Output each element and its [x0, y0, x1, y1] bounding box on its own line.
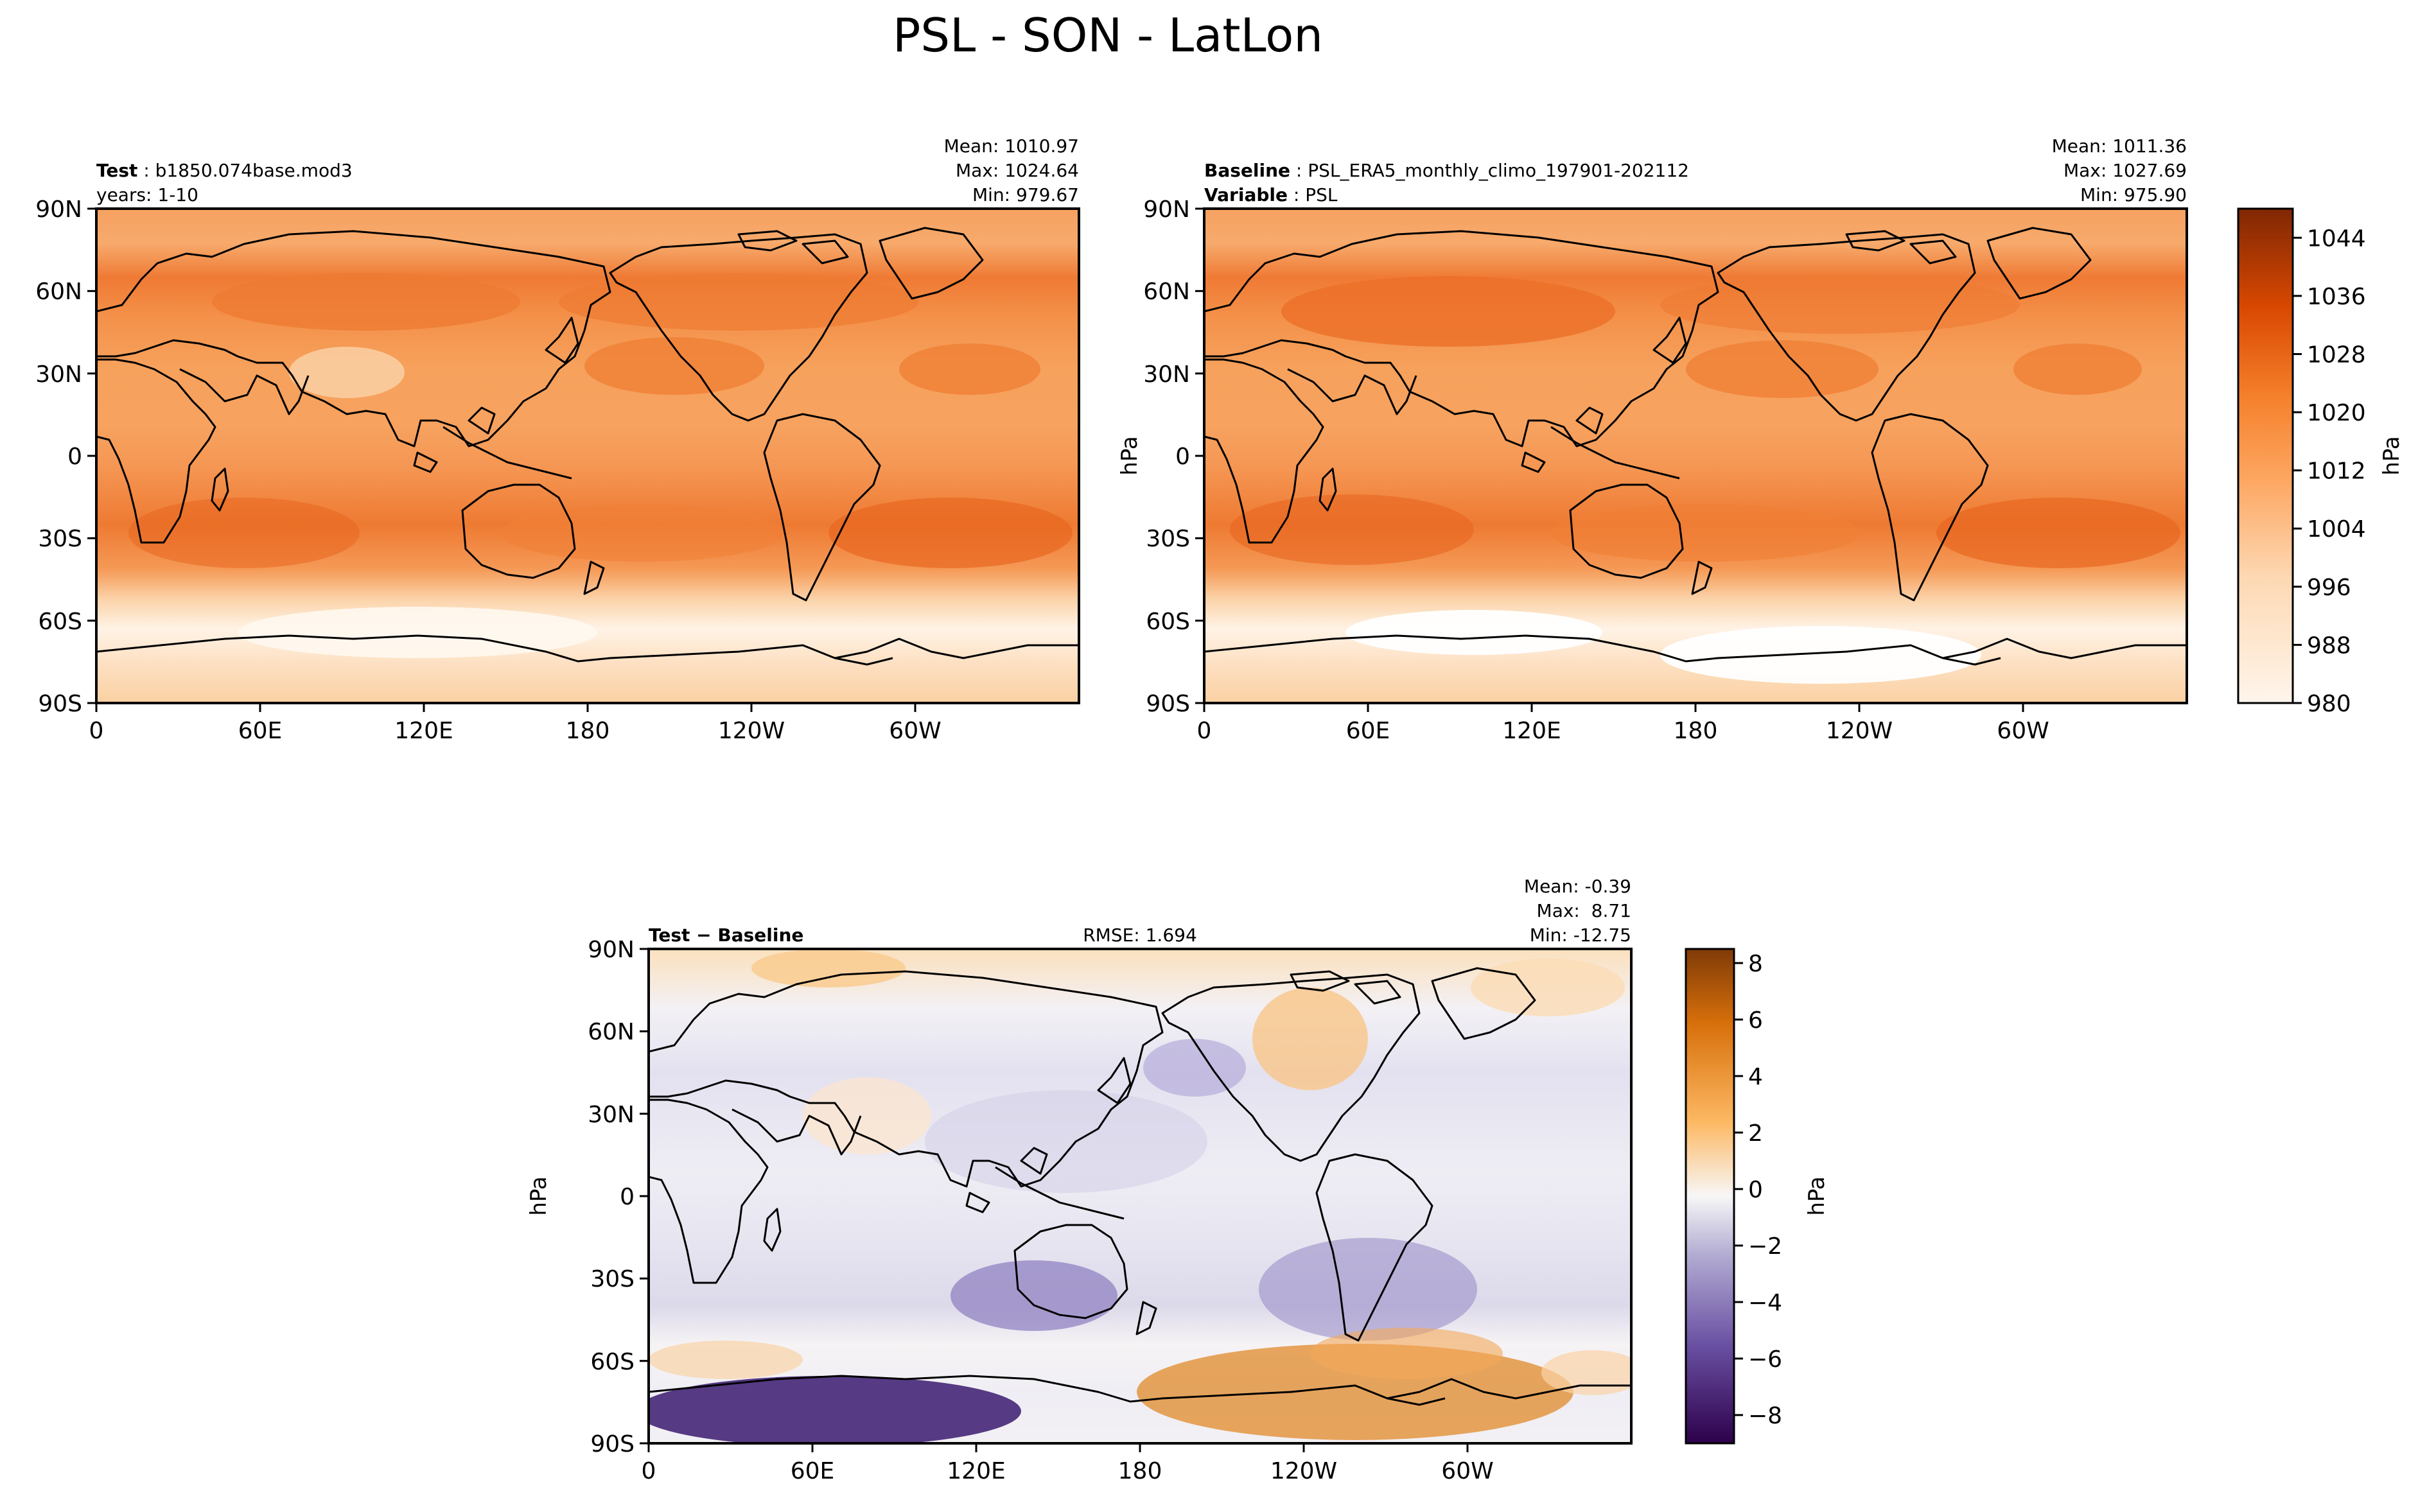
colorbar-tick-label: 980	[2307, 691, 2351, 717]
lon-tick-180: 180	[566, 718, 610, 744]
colorbar-tick-label: −2	[1748, 1233, 1782, 1260]
svg-text:Mean: 1011.36: Mean: 1011.36	[2052, 135, 2187, 157]
colorbar-psl: 1044 1036 1028 1020 1012 1004 996 988 980 hPa	[2237, 207, 2405, 717]
lon-tick-180: 180	[1118, 1458, 1162, 1484]
panel-test: 90N 60N 30N 0 30S 60S 90S 0 60E 120E 180…	[35, 135, 1080, 744]
lat-axis-test: 90N 60N 30N 0 30S 60S 90S	[35, 196, 96, 717]
svg-text:Mean: -0.39: Mean: -0.39	[1524, 876, 1631, 897]
colorbar-tick-label: 4	[1748, 1064, 1763, 1090]
lon-tick-0: 0	[89, 718, 104, 744]
lon-tick-60e: 60E	[791, 1458, 835, 1484]
svg-text:Min: 979.67: Min: 979.67	[972, 184, 1079, 205]
lat-tick-30n: 30N	[588, 1102, 635, 1128]
colorbar-tick-label: 1012	[2307, 458, 2366, 485]
lat-tick-90n: 90N	[588, 937, 635, 963]
lon-tick-0: 0	[642, 1458, 656, 1484]
lat-tick-60n: 60N	[588, 1019, 635, 1045]
colorbar-tick-label: 1044	[2307, 225, 2366, 252]
lon-tick-0: 0	[1197, 718, 1212, 744]
lat-tick-90n: 90N	[35, 196, 82, 223]
lon-tick-120e: 120E	[947, 1458, 1005, 1484]
ylabel-baseline: hPa	[1117, 436, 1143, 475]
lat-tick-90s: 90S	[38, 691, 82, 717]
lat-tick-60s: 60S	[590, 1349, 635, 1375]
lat-tick-90s: 90S	[590, 1431, 635, 1457]
lat-tick-30s: 30S	[1146, 526, 1190, 552]
panel-variable-baseline: Variable : PSL	[1204, 184, 1338, 205]
rmse-label: RMSE: 1.694	[1083, 925, 1197, 946]
lon-tick-60e: 60E	[238, 718, 283, 744]
lon-tick-60w: 60W	[1441, 1458, 1493, 1484]
colorbar-diff: 8 6 4 2 0 −2 −4 −6 −8 hPa	[1685, 948, 1830, 1445]
colorbar-tick-label: −6	[1748, 1346, 1782, 1373]
svg-text:Min: -12.75: Min: -12.75	[1530, 925, 1631, 946]
lon-tick-180: 180	[1674, 718, 1718, 744]
colorbar-tick-label: 1020	[2307, 400, 2366, 426]
ylabel-difference: hPa	[526, 1176, 552, 1215]
lat-tick-30s: 30S	[38, 526, 82, 552]
lat-tick-30n: 30N	[35, 361, 82, 388]
lat-tick-0: 0	[620, 1184, 635, 1210]
colorbar-tick-label: 1036	[2307, 284, 2366, 310]
colorbar-tick-label: 0	[1748, 1177, 1763, 1203]
lat-tick-30n: 30N	[1143, 361, 1190, 388]
stats-difference: Mean: -0.39 Max: 8.71 Min: -12.75	[1524, 876, 1631, 946]
lon-axis-baseline: 0 60E 120E 180 120W 60W	[1197, 703, 2049, 744]
svg-text:Min: 975.90: Min: 975.90	[2080, 184, 2187, 205]
panel-label-test: Test : b1850.074base.mod3	[96, 160, 353, 181]
stats-baseline: Mean: 1011.36 Max: 1027.69 Min: 975.90	[2052, 135, 2187, 205]
figure-title: PSL - SON - LatLon	[893, 8, 1323, 62]
colorbar-tick-label: 1004	[2307, 516, 2366, 543]
colorbar-tick-label: 8	[1748, 951, 1763, 977]
colorbar-tick-label: 6	[1748, 1007, 1763, 1034]
svg-text:Max: 1024.64: Max: 1024.64	[956, 160, 1079, 181]
panel-difference: 90N 60N 30N 0 30S 60S 90S hPa 0 60E 120E…	[526, 876, 1633, 1484]
lon-tick-120w: 120W	[1270, 1458, 1337, 1484]
lat-tick-0: 0	[1175, 444, 1190, 470]
colorbar-tick-label: 988	[2307, 632, 2351, 659]
lat-tick-90n: 90N	[1143, 196, 1190, 223]
lon-tick-120w: 120W	[718, 718, 785, 744]
lat-tick-90s: 90S	[1146, 691, 1190, 717]
lon-tick-120e: 120E	[394, 718, 453, 744]
colorbar-tick-label: 2	[1748, 1120, 1763, 1147]
lat-tick-60n: 60N	[35, 279, 82, 305]
colorbar-tick-label: 996	[2307, 575, 2351, 601]
colorbar-diff-label: hPa	[1804, 1176, 1830, 1215]
panel-label-baseline: Baseline : PSL_ERA5_monthly_climo_197901…	[1204, 160, 1689, 181]
lon-axis-difference: 0 60E 120E 180 120W 60W	[642, 1443, 1494, 1484]
lon-tick-120e: 120E	[1502, 718, 1561, 744]
lat-axis-difference: 90N 60N 30N 0 30S 60S 90S	[588, 937, 649, 1457]
panel-years-test: years: 1-10	[96, 184, 198, 205]
colorbar-psl-label: hPa	[2379, 436, 2405, 475]
lat-tick-60s: 60S	[38, 609, 82, 635]
colorbar-tick-label: −4	[1748, 1290, 1782, 1316]
panel-label-difference: Test − Baseline	[649, 925, 803, 946]
lon-tick-60w: 60W	[889, 718, 941, 744]
lat-tick-60n: 60N	[1143, 279, 1190, 305]
lon-tick-60e: 60E	[1346, 718, 1390, 744]
lon-tick-60w: 60W	[1997, 718, 2049, 744]
svg-text:Mean: 1010.97: Mean: 1010.97	[944, 135, 1079, 157]
lat-tick-30s: 30S	[590, 1266, 635, 1292]
stats-test: Mean: 1010.97 Max: 1024.64 Min: 979.67	[944, 135, 1079, 205]
svg-text:Max: 8.71: Max: 8.71	[1537, 900, 1631, 921]
colorbar-tick-label: −8	[1748, 1403, 1782, 1429]
lon-axis-test: 0 60E 120E 180 120W 60W	[89, 703, 942, 744]
lat-tick-60s: 60S	[1146, 609, 1190, 635]
lat-tick-0: 0	[67, 444, 82, 470]
colorbar-tick-label: 1028	[2307, 342, 2366, 368]
lat-axis-baseline: 90N 60N 30N 0 30S 60S 90S	[1143, 196, 1204, 717]
svg-text:Max: 1027.69: Max: 1027.69	[2063, 160, 2187, 181]
lon-tick-120w: 120W	[1826, 718, 1893, 744]
panel-baseline: 90N 60N 30N 0 30S 60S 90S hPa 0 60E 120E…	[1117, 135, 2188, 744]
